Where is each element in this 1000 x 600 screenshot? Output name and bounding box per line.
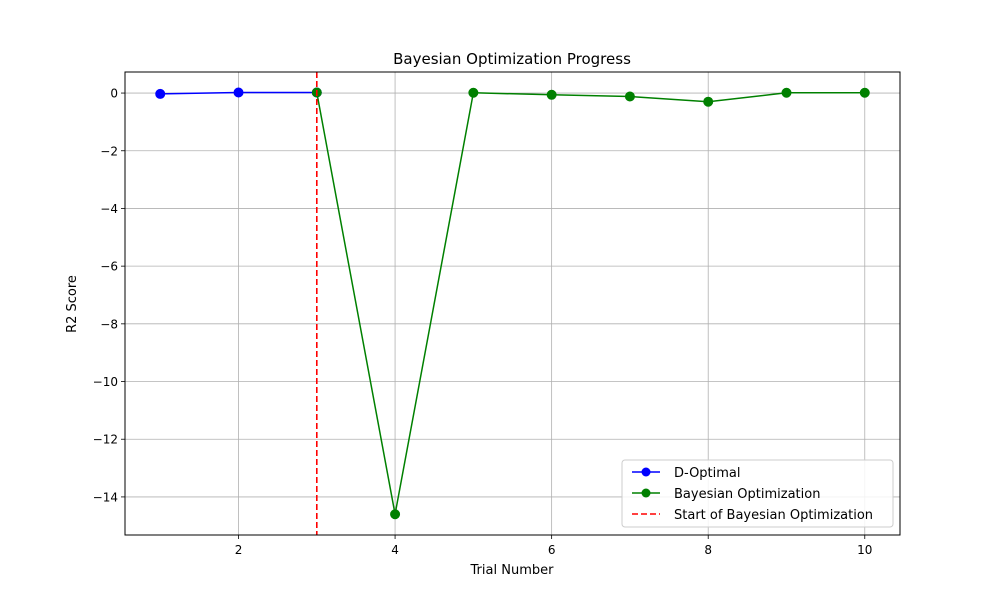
x-tick-label: 6 [548,543,556,557]
ticks: 2 4 6 8 10 0 −2 −4 −6 −8 −10 −12 −14 [93,87,873,557]
legend-swatch-marker [641,488,651,498]
data-point [155,88,166,99]
legend-label: Bayesian Optimization [674,487,820,502]
y-tick-label: −14 [93,490,118,504]
y-tick-label: −4 [100,202,118,216]
y-tick-label: −6 [100,260,118,274]
y-tick-label: −2 [100,144,118,158]
data-point [233,87,244,98]
x-tick-label: 10 [857,543,872,557]
data-point [859,87,870,98]
data-point [546,89,557,100]
data-point [468,87,479,98]
legend-box [621,459,894,528]
chart-title: Bayesian Optimization Progress [393,50,631,68]
y-tick-label: −12 [93,433,118,447]
data-point [624,91,635,102]
legend-label: Start of Bayesian Optimization [674,508,873,523]
x-axis-label: Trial Number [470,563,555,578]
data-point [781,87,792,98]
y-tick-label: −10 [93,375,118,389]
data-point [390,509,401,520]
y-tick-label: −8 [100,317,118,331]
data-point [703,96,714,107]
grid [125,72,900,535]
y-axis-label: R2 Score [65,275,80,333]
plot-frame [124,71,901,536]
series-line-1 [316,92,865,515]
legend-label: D-Optimal [674,466,741,481]
series-layer [155,72,870,535]
legend-swatch-marker [641,467,651,477]
legend: D-Optimal Bayesian Optimization Start of B… [621,459,894,528]
x-tick-label: 8 [704,543,712,557]
x-tick-label: 4 [391,543,399,557]
y-tick-label: 0 [110,87,118,101]
x-tick-label: 2 [235,543,243,557]
